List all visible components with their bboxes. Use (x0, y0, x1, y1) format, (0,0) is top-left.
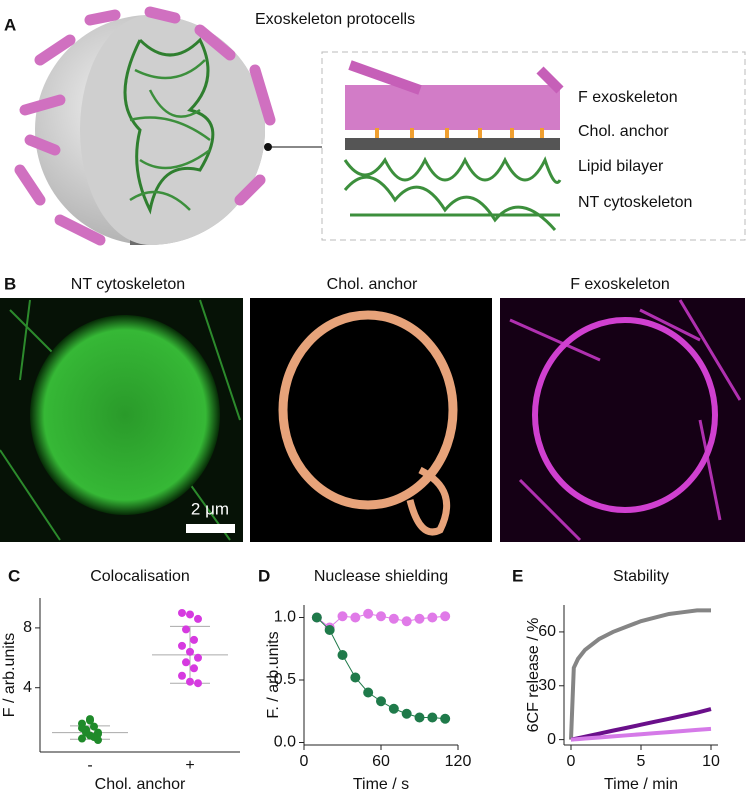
data-point (440, 611, 451, 622)
legend-label: Chol. anchor (578, 123, 669, 140)
data-point (401, 708, 412, 719)
data-point (376, 611, 386, 622)
x-tick-label: 0 (567, 753, 576, 770)
micrographs (0, 298, 745, 542)
panel-label: A (4, 15, 16, 34)
data-point (388, 703, 399, 714)
panel-title: Exoskeleton protocells (255, 11, 415, 28)
legend-label: NT cytoskeleton (578, 194, 692, 211)
chart-title: Colocalisation (90, 568, 190, 585)
x-tick-label: 0 (300, 753, 309, 770)
panel-label: E (512, 566, 523, 585)
x-axis-label: Time / min (604, 776, 678, 793)
data-point (414, 712, 425, 723)
x-tick-label: - (87, 757, 92, 774)
data-point (401, 616, 412, 627)
chart-title: Stability (613, 568, 669, 585)
y-tick-label: 1.0 (274, 609, 296, 626)
legend-label: F exoskeleton (578, 89, 678, 106)
y-tick-label: 8 (23, 619, 32, 636)
data-point (90, 722, 98, 731)
data-point (190, 664, 198, 673)
data-point (182, 625, 190, 634)
y-axis-label: 6CF release / % (525, 618, 542, 733)
data-point (427, 612, 438, 623)
data-point (194, 679, 202, 688)
data-point (376, 696, 386, 707)
line (570, 726, 712, 742)
y-tick-label: 0 (547, 731, 556, 748)
data-point (350, 672, 361, 683)
data-point (182, 658, 190, 667)
data-point (311, 612, 322, 623)
y-tick-label: 0.0 (274, 734, 296, 751)
x-axis-label: Time / s (353, 776, 409, 793)
panel-label: C (8, 566, 20, 585)
x-axis-label: Chol. anchor (95, 776, 186, 793)
data-point (388, 613, 399, 624)
data-point (178, 671, 186, 680)
data-point (427, 712, 438, 723)
x-tick-label: 60 (372, 753, 390, 770)
protocell-illustration (14, 6, 746, 246)
data-point (86, 716, 94, 725)
x-tick-label: 120 (445, 753, 472, 770)
data-point (324, 625, 335, 635)
y-axis-label: F. / arb.units (265, 631, 282, 718)
data-point (363, 687, 374, 698)
data-point (194, 653, 202, 662)
data-point (78, 734, 86, 743)
data-point (178, 641, 186, 650)
image-title: Chol. anchor (327, 276, 418, 293)
data-point (190, 635, 198, 644)
data-point (186, 610, 194, 619)
x-tick-label: 10 (702, 753, 720, 770)
scale-bar-label: 2 μm (191, 499, 229, 518)
data-point (337, 611, 348, 622)
legend-label: Lipid bilayer (578, 158, 664, 175)
y-tick-label: 30 (538, 677, 556, 694)
y-tick-label: 4 (23, 679, 32, 696)
data-point (94, 736, 102, 745)
chart-title: Nuclease shielding (314, 568, 448, 585)
x-tick-label: 5 (637, 753, 646, 770)
image-title: F exoskeleton (570, 276, 670, 293)
y-axis-label: F / arb.units (1, 633, 18, 717)
data-point (414, 613, 425, 624)
data-point (178, 608, 186, 617)
data-point (363, 608, 374, 619)
data-point (337, 650, 348, 660)
image-title: NT cytoskeleton (71, 276, 185, 293)
data-point (440, 713, 451, 724)
data-point (186, 647, 194, 656)
data-point (82, 728, 90, 737)
data-point (350, 612, 361, 623)
y-tick-label: 60 (538, 623, 556, 640)
panel-label: B (4, 274, 16, 293)
data-point (194, 614, 202, 623)
data-point (186, 677, 194, 686)
x-tick-label: + (185, 757, 194, 774)
panel-label: D (258, 566, 270, 585)
line (569, 608, 711, 740)
y-tick-label: 0.5 (274, 671, 296, 688)
